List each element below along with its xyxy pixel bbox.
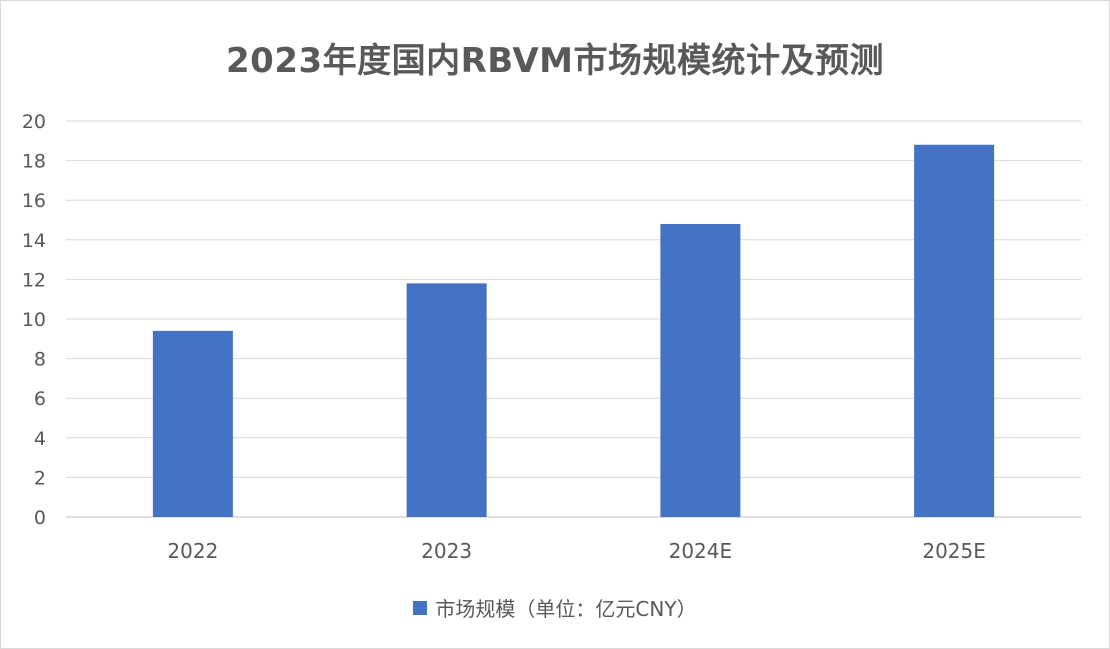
bar-2024E <box>660 223 741 517</box>
x-axis-tick-labels: 2022 2023 2024E 2025E <box>167 539 985 563</box>
y-tick-label: 16 <box>22 190 46 212</box>
chart-title: 2023年度国内RBVM市场规模统计及预测 <box>226 41 884 81</box>
x-tick-label: 2023 <box>421 539 472 563</box>
legend: 市场规模（单位：亿元CNY） <box>1 593 1109 622</box>
bar-2023 <box>406 283 487 517</box>
y-tick-label: 10 <box>22 309 46 331</box>
bar-2022 <box>152 330 233 517</box>
y-tick-label: 14 <box>22 230 46 252</box>
y-tick-label: 8 <box>34 349 46 371</box>
y-tick-label: 4 <box>34 428 46 450</box>
y-tick-label: 6 <box>34 388 46 410</box>
y-tick-label: 12 <box>22 269 46 291</box>
y-tick-label: 2 <box>34 467 46 489</box>
gridlines <box>66 120 1081 518</box>
bar-2025E <box>914 144 995 517</box>
y-tick-label: 18 <box>22 151 46 173</box>
x-tick-label: 2024E <box>669 539 733 563</box>
x-tick-label: 2022 <box>167 539 218 563</box>
legend-label: 市场规模（单位：亿元CNY） <box>435 597 697 621</box>
x-tick-label: 2025E <box>922 539 986 563</box>
legend-swatch <box>413 600 428 615</box>
y-axis-tick-labels: 0 2 4 6 8 10 12 14 16 18 20 <box>22 111 46 529</box>
y-tick-label: 20 <box>22 111 46 133</box>
y-tick-label: 0 <box>34 507 46 529</box>
bar-series <box>152 144 995 517</box>
